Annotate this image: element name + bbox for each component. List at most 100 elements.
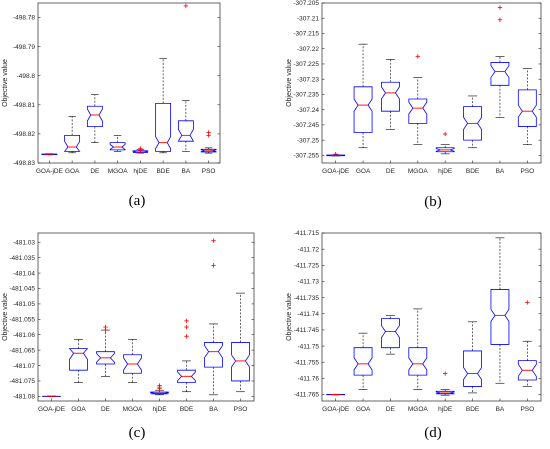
y-axis-label: Objective value	[2, 293, 9, 341]
box-body	[132, 150, 149, 153]
ytick-label: -481.05	[13, 301, 35, 308]
box-body	[63, 134, 81, 152]
ytick-label: -307.255	[293, 153, 319, 160]
axes-frame	[37, 2, 221, 164]
ytick-label: -411.735	[294, 295, 320, 302]
ytick-label: -411.715	[294, 230, 320, 237]
xtick-label: PSO	[520, 168, 534, 175]
box-MGOA	[408, 54, 428, 146]
ytick-label: -411.755	[294, 359, 320, 366]
ytick-label: -307.22	[297, 46, 319, 53]
box-MGOA	[109, 135, 126, 152]
box-body	[381, 318, 400, 349]
box-body	[177, 369, 196, 383]
xtick-label: hjDE	[133, 168, 148, 175]
box-body	[463, 106, 482, 141]
ytick-label: -411.74	[297, 311, 319, 318]
box-PSO	[517, 68, 537, 146]
outlier-point	[184, 334, 189, 339]
box-hjDE	[150, 383, 169, 396]
xtick-label: DE	[386, 406, 396, 413]
box-body	[41, 153, 58, 155]
outlier-point	[211, 238, 216, 243]
xtick-label: BA	[182, 168, 191, 175]
box-MGOA	[408, 308, 428, 390]
panel-label: (a)	[129, 193, 146, 209]
ytick-label: -411.72	[297, 246, 319, 253]
ytick-label: -498.83	[13, 160, 35, 167]
box-body	[353, 347, 373, 376]
box-GOA	[353, 332, 373, 390]
box-body	[326, 154, 346, 157]
box-body	[381, 81, 400, 112]
ytick-label: -498.79	[13, 44, 35, 51]
xtick-label: GOA	[356, 168, 371, 175]
box-body	[86, 105, 103, 128]
outlier-point	[442, 371, 448, 376]
ytick-label: -411.75	[297, 343, 319, 350]
xtick-label: hjDE	[152, 406, 167, 413]
outlier-point	[157, 383, 162, 388]
xtick-label: PSO	[234, 406, 248, 413]
box-GOA-jDE	[41, 153, 58, 156]
xtick-label: MGOA	[108, 168, 129, 175]
panel-label: (b)	[424, 194, 442, 210]
box-BDE	[463, 321, 482, 394]
panel-label: (c)	[129, 425, 146, 441]
box-body	[150, 391, 169, 395]
axes-frame	[321, 232, 542, 402]
outlier-point	[138, 146, 143, 151]
xtick-label: BDE	[180, 406, 194, 413]
box-body	[490, 289, 510, 345]
ytick-label: -481.06	[13, 332, 35, 339]
axes-frame	[321, 2, 542, 164]
box-hjDE	[435, 371, 455, 396]
box-GOA-jDE	[42, 395, 61, 397]
box-body	[408, 347, 428, 376]
xtick-label: MGOA	[408, 406, 429, 413]
box-PSO	[517, 300, 537, 387]
xtick-label: PSO	[520, 406, 534, 413]
box-GOA-jDE	[326, 393, 346, 396]
ytick-label: -411.73	[297, 279, 319, 286]
box-DE	[381, 315, 400, 355]
ytick-label: -307.25	[297, 137, 319, 144]
ytick-label: -411.765	[294, 392, 320, 399]
panel-1: -498.83 -498.82 -498.81 -498.8 -498.79 -498.7…	[2, 2, 221, 209]
box-BA	[204, 238, 223, 396]
ytick-label: -498.81	[13, 102, 35, 109]
ytick-label: -307.245	[293, 122, 319, 129]
box-body	[490, 62, 510, 86]
ytick-label: -481.08	[13, 394, 35, 401]
ytick-label: -307.215	[293, 31, 319, 38]
xtick-label: DE	[90, 168, 100, 175]
box-body	[123, 354, 142, 374]
xtick-label: BA	[496, 406, 505, 413]
box-GOA	[353, 43, 373, 149]
box-body	[204, 342, 223, 368]
ytick-label: -498.82	[13, 131, 35, 138]
box-BA	[177, 3, 195, 152]
box-hjDE	[132, 146, 149, 154]
ytick-label: -481.055	[9, 317, 35, 324]
xtick-label: hjDE	[438, 168, 453, 175]
box-body	[463, 350, 482, 387]
box-PSO	[231, 292, 250, 393]
outlier-point	[184, 318, 189, 324]
box-hjDE	[435, 131, 455, 155]
box-BDE	[177, 318, 196, 393]
outlier-point	[333, 151, 338, 157]
ytick-label: -411.76	[297, 376, 319, 383]
box-body	[353, 86, 373, 133]
ytick-label: -307.235	[293, 92, 319, 99]
ytick-label: -481.03	[13, 239, 35, 246]
outlier-point	[206, 130, 211, 135]
xtick-label: GOA-jDE	[322, 406, 350, 413]
box-BA	[490, 237, 510, 384]
xtick-label: DE	[101, 406, 111, 413]
xtick-label: MGOA	[408, 168, 429, 175]
box-body	[155, 102, 172, 152]
panel-3: -481.08 -481.075 -481.07 -481.065 -481.06 -48…	[2, 232, 255, 441]
box-body	[177, 120, 195, 142]
